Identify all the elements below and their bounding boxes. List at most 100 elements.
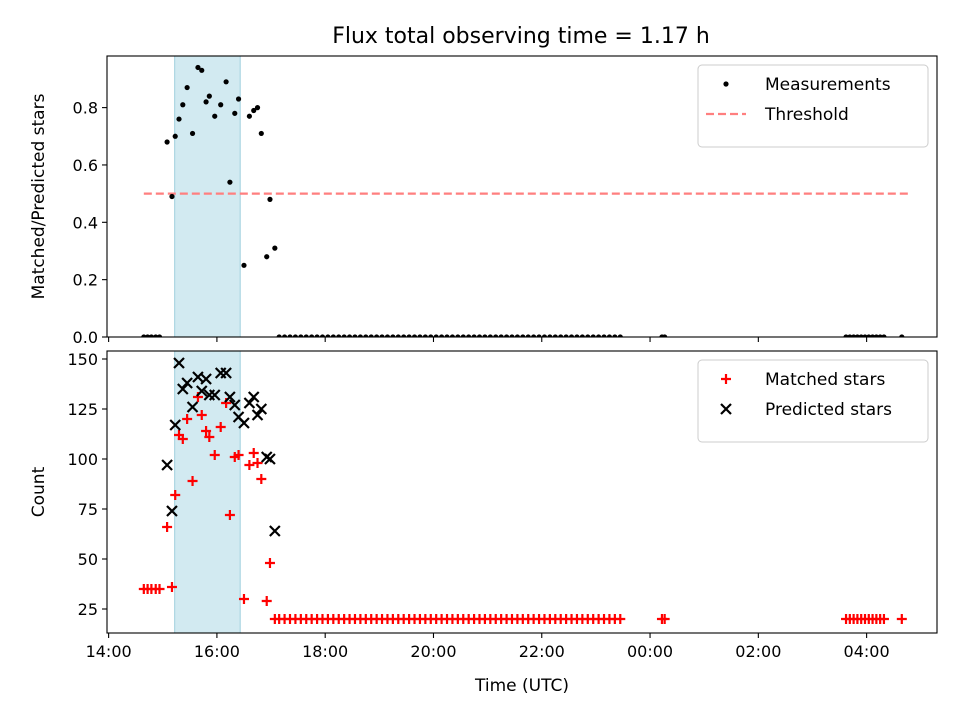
- x-tick-label: 14:00: [86, 642, 132, 661]
- y-axis-label: Matched/Predicted stars: [29, 93, 49, 299]
- data-point: [246, 113, 252, 119]
- data-point: [615, 614, 626, 624]
- data-point: [255, 403, 268, 415]
- panel-2: 25 50 75 100 125 150 14:00 16:00 18:00 20:00 22:00…: [29, 350, 938, 696]
- data-point: [541, 334, 548, 337]
- data-point: [169, 419, 181, 431]
- data-point: [209, 450, 220, 460]
- data-point: [341, 334, 347, 337]
- data-point: [428, 334, 434, 337]
- legend-box: [697, 64, 929, 148]
- data-point: [617, 334, 623, 337]
- data-point: [433, 334, 439, 337]
- data-point: [162, 522, 173, 532]
- data-point: [148, 334, 154, 337]
- data-point: [330, 334, 336, 337]
- data-point: [184, 84, 190, 91]
- data-point: [196, 410, 207, 420]
- data-point: [662, 334, 668, 337]
- x-tick-label: 22:00: [519, 642, 565, 661]
- data-point: [476, 334, 483, 337]
- data-point: [292, 334, 299, 337]
- data-point: [579, 334, 585, 337]
- data-point: [224, 510, 235, 520]
- data-point: [244, 460, 255, 470]
- data-point: [195, 64, 201, 71]
- data-point: [298, 334, 304, 337]
- data-point: [227, 179, 233, 185]
- data-point: [460, 334, 466, 337]
- x-axis-label: Time (UTC): [474, 676, 569, 696]
- data-point: [612, 334, 618, 337]
- data-point: [254, 105, 261, 111]
- data-point: [357, 334, 363, 337]
- data-point: [547, 334, 553, 337]
- y-tick-label: 100: [67, 450, 98, 469]
- y-tick-label: 125: [67, 400, 98, 419]
- data-point: [449, 334, 456, 337]
- data-point: [536, 334, 542, 337]
- data-point: [395, 334, 401, 337]
- data-point: [303, 334, 309, 337]
- data-point: [552, 334, 558, 337]
- data-point: [287, 334, 293, 337]
- data-point: [177, 383, 189, 395]
- series-measurements: [141, 64, 905, 337]
- data-point: [363, 334, 369, 337]
- legend-box: [697, 359, 929, 443]
- data-point: [269, 525, 281, 537]
- data-point: [379, 334, 385, 337]
- data-point: [223, 79, 229, 85]
- y-tick-label: 0.2: [73, 271, 98, 290]
- legend-label: Predicted stars: [765, 400, 892, 420]
- data-point: [232, 110, 238, 116]
- data-point: [248, 448, 259, 458]
- data-point: [181, 377, 193, 389]
- x-tick-label: 00:00: [627, 642, 673, 661]
- data-point: [208, 389, 221, 401]
- data-point: [258, 130, 264, 137]
- data-point: [166, 582, 177, 592]
- data-point: [169, 193, 175, 200]
- x-tick-label: 18:00: [302, 642, 348, 661]
- data-point: [247, 391, 260, 403]
- data-point: [596, 334, 602, 337]
- data-point: [444, 334, 450, 337]
- chart-title: Flux total observing time = 1.17 h: [332, 24, 710, 49]
- data-point: [482, 334, 488, 337]
- x-tick-label: 20:00: [410, 642, 456, 661]
- data-point: [264, 558, 275, 568]
- y-tick-label: 0.0: [73, 328, 98, 347]
- y-tick-label: 50: [78, 550, 98, 569]
- data-point: [218, 102, 224, 108]
- data-point: [161, 459, 173, 471]
- data-point: [186, 401, 199, 413]
- data-point: [601, 334, 607, 337]
- y-tick-label: 0.8: [73, 99, 98, 118]
- data-point: [346, 334, 353, 337]
- data-point: [384, 334, 391, 337]
- data-point: [252, 458, 263, 468]
- legend: Measurements Threshold: [697, 64, 929, 148]
- legend-marker: [720, 403, 732, 415]
- legend-label: Matched stars: [765, 370, 885, 390]
- plot-area: [141, 56, 910, 337]
- panels: 0.0 0.2 0.4 0.6 0.8 Matched/Predicted stars Me…: [29, 55, 938, 696]
- data-point: [251, 107, 257, 114]
- legend-marker: [723, 81, 729, 87]
- data-point: [352, 334, 358, 337]
- data-point: [438, 334, 445, 337]
- data-point: [220, 367, 232, 379]
- data-point: [509, 334, 515, 337]
- data-point: [336, 334, 342, 337]
- data-point: [235, 96, 242, 102]
- data-point: [276, 334, 282, 337]
- data-point: [498, 334, 504, 337]
- y-axis-label: Count: [29, 466, 49, 517]
- data-point: [531, 334, 537, 337]
- data-point: [267, 196, 273, 202]
- axes-frame: [106, 350, 938, 634]
- data-point: [264, 453, 276, 465]
- data-point: [401, 334, 407, 337]
